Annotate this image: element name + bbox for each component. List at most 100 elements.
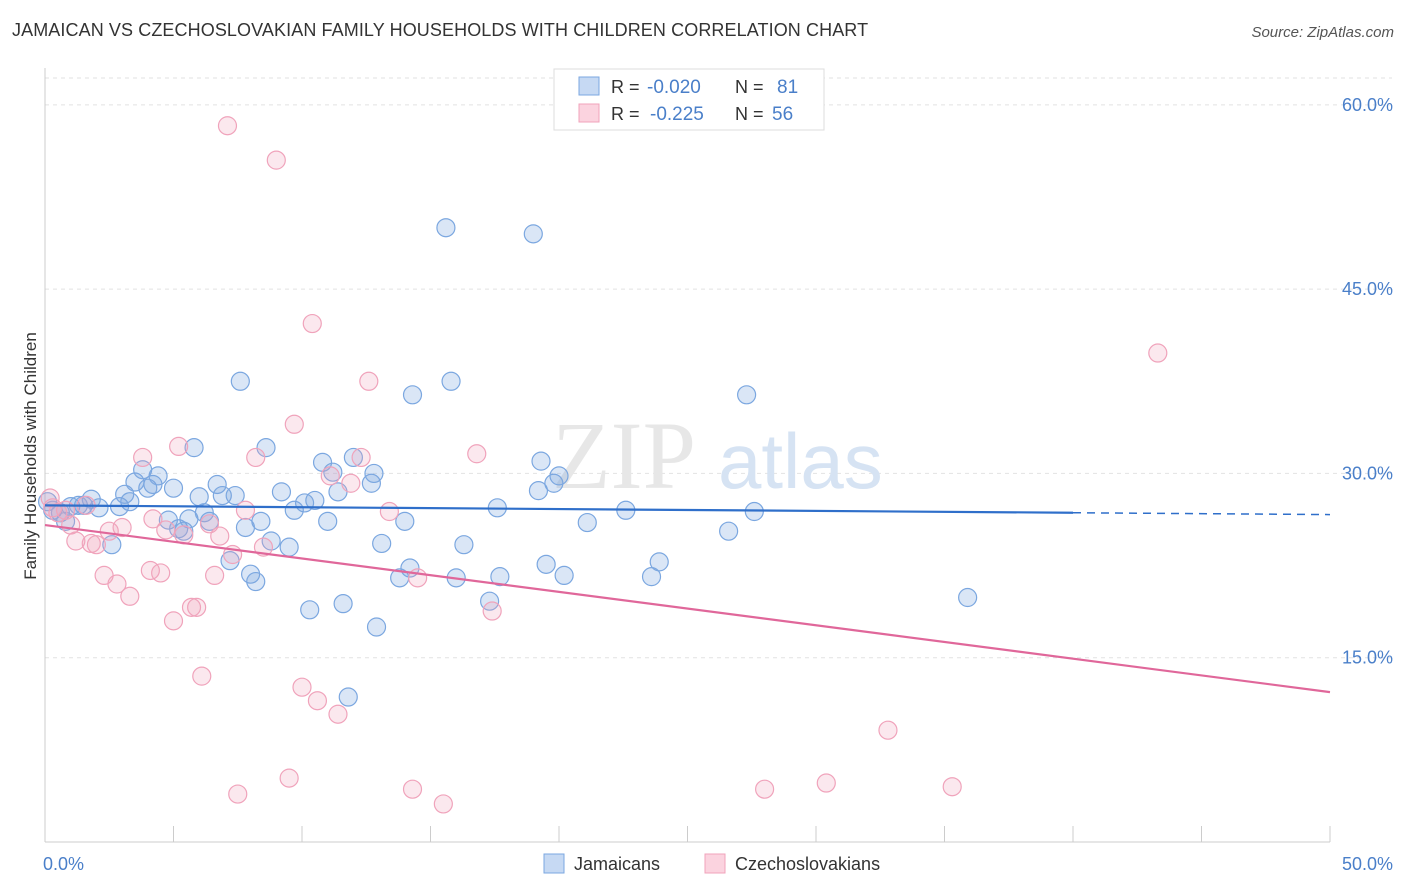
jamaicans-point — [300, 600, 320, 620]
tick-labels: 15.0% 30.0% 45.0% 60.0% 0.0% 50.0% — [43, 95, 1393, 874]
czechoslovakians-point — [217, 116, 238, 136]
czechoslovakians-point — [143, 509, 163, 529]
stats-legend-r-value-1: -0.020 — [647, 77, 701, 98]
czechoslovakians-point — [151, 563, 171, 583]
jamaicans-point — [436, 218, 456, 238]
jamaicans-point — [454, 535, 474, 555]
czechoslovakians-point — [61, 515, 81, 535]
czechoslovakians-point — [351, 447, 371, 468]
stats-legend-n-label-2: N = — [735, 104, 764, 124]
czechoslovakians-point — [66, 531, 86, 551]
jamaicans-point — [163, 478, 184, 498]
watermark-atlas: atlas — [718, 417, 883, 505]
czechoslovakians-point — [228, 784, 248, 804]
czechoslovakians-point — [133, 447, 153, 468]
jamaicans-point — [189, 487, 209, 507]
czechoslovakians-point — [302, 313, 322, 334]
jamaicans-point — [271, 482, 292, 502]
jamaicans-point — [523, 224, 543, 244]
watermark: ZIP atlas — [552, 402, 883, 509]
jamaicans-point — [323, 462, 343, 482]
jamaicans-point — [577, 512, 597, 533]
czechoslovakians-point — [205, 565, 225, 586]
jamaicans-point — [343, 447, 363, 468]
stats-legend-swatch-jamaicans — [578, 76, 600, 96]
czechoslovakians-point — [433, 794, 453, 814]
czechoslovakians-point — [482, 601, 502, 621]
czechoslovakians-point — [754, 779, 775, 799]
axes — [44, 68, 1331, 843]
bottom-legend-swatch-czechoslovakians — [704, 853, 726, 874]
jamaicans-point — [184, 438, 204, 458]
czechoslovakians-point — [210, 526, 230, 546]
czechoslovakians-point — [40, 488, 60, 508]
czechoslovakians-point — [379, 501, 399, 522]
trend-lines — [44, 504, 1331, 694]
czechoslovakians-point — [307, 691, 328, 711]
czechoslovakians-point — [284, 414, 304, 434]
jamaicans-point — [641, 567, 662, 587]
czechoslovakians-point — [467, 444, 487, 464]
czechoslovakians-point — [199, 514, 220, 534]
watermark-zip: ZIP — [552, 402, 696, 509]
jamaicans-point — [395, 511, 415, 531]
jamaicans-point — [366, 617, 387, 637]
stats-legend-r-value-2: -0.225 — [650, 104, 704, 125]
y-tick-label: 60.0% — [1342, 95, 1393, 115]
czechoslovakians-point — [320, 466, 340, 486]
jamaicans-point — [251, 511, 271, 531]
jamaicans-point — [958, 587, 978, 608]
jamaicans-trend-line — [44, 504, 1074, 514]
source-credit: Source: ZipAtlas.com — [1251, 24, 1394, 41]
x-tick-label-min: 0.0% — [43, 854, 84, 874]
czechoslovakians-point — [253, 537, 274, 557]
bottom-legend-swatch-jamaicans — [543, 853, 565, 874]
stats-legend: R = -0.020 N = 81 R = -0.225 N = 56 — [553, 68, 825, 131]
jamaicans-trend-extension — [1072, 511, 1331, 516]
czechoslovakians-point — [169, 436, 189, 456]
jamaicans-point — [737, 385, 757, 405]
jamaicans-point — [230, 371, 250, 391]
jamaicans-point — [256, 438, 276, 458]
jamaicans-point — [261, 531, 281, 551]
czechoslovakians-point — [816, 773, 836, 793]
jamaicans-point — [138, 478, 158, 498]
y-axis-label: Family Households with Children — [21, 332, 40, 580]
czechoslovakians-point — [246, 447, 266, 468]
czechoslovakians-point — [359, 371, 379, 391]
jamaicans-point — [225, 485, 245, 506]
bottom-legend: Jamaicans Czechoslovakians — [543, 853, 880, 874]
jamaicans-point — [284, 500, 304, 520]
czechoslovakians-point — [341, 473, 361, 493]
jamaicans-point — [528, 481, 549, 501]
stats-legend-n-value-1: 81 — [777, 77, 798, 98]
jamaicans-point — [305, 490, 325, 511]
bottom-legend-label-czechoslovakians: Czechoslovakians — [735, 854, 880, 874]
czechoslovakians-point — [107, 574, 127, 594]
jamaicans-point — [120, 492, 140, 512]
czechoslovakians-point — [48, 503, 68, 523]
czechoslovakians-point — [235, 500, 256, 520]
jamaicans-point — [490, 567, 510, 587]
czechoslovakians-point — [156, 520, 176, 540]
jamaicans-point — [402, 385, 423, 405]
y-tick-label: 30.0% — [1342, 463, 1393, 483]
bottom-legend-label-jamaicans: Jamaicans — [574, 854, 660, 874]
data-points — [37, 116, 1168, 814]
czechoslovakians-point — [292, 677, 312, 697]
czechoslovakians-point — [120, 586, 140, 606]
stats-legend-r-label-2: R = — [611, 104, 640, 124]
czechoslovakians-point — [266, 150, 286, 170]
stats-legend-n-label-1: N = — [735, 77, 764, 97]
czechoslovakians-point — [402, 779, 423, 799]
czechoslovakians-point — [328, 704, 348, 724]
jamaicans-point — [279, 537, 299, 557]
y-tick-label: 15.0% — [1342, 648, 1393, 668]
x-tick-label-max: 50.0% — [1342, 854, 1393, 874]
y-tick-label: 45.0% — [1342, 279, 1393, 299]
jamaicans-point — [441, 371, 461, 391]
jamaicans-point — [554, 565, 574, 586]
jamaicans-point — [719, 521, 739, 541]
czechoslovakians-point — [112, 517, 132, 538]
